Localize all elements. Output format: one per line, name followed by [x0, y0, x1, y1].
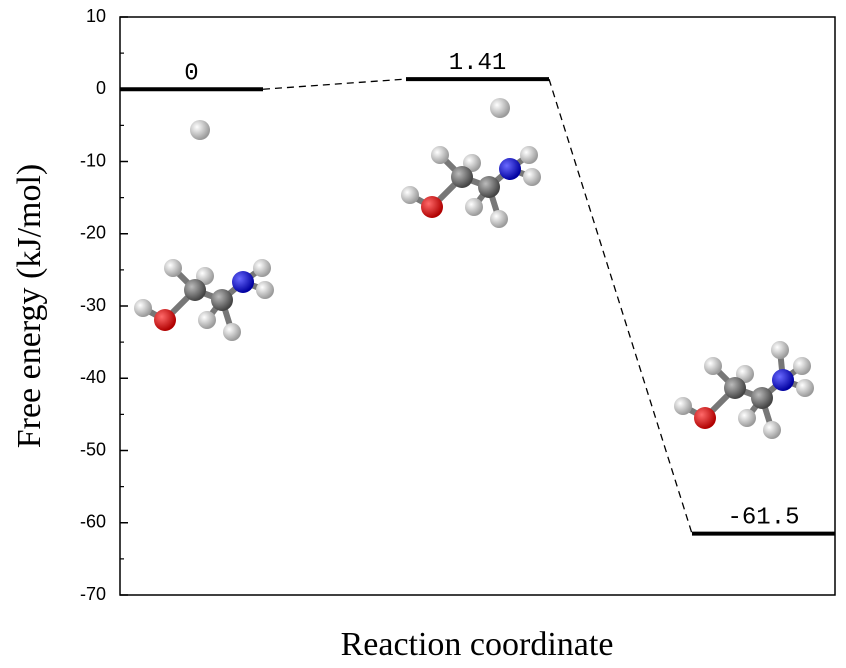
- y-tick-label: -60: [80, 512, 106, 532]
- y-tick-label: 0: [96, 78, 106, 98]
- y-tick-label: -20: [80, 223, 106, 243]
- y-tick-label: -70: [80, 584, 106, 604]
- value-label: 0: [184, 60, 198, 87]
- y-tick-label: -10: [80, 150, 106, 170]
- y-tick-label: -30: [80, 295, 106, 315]
- y-axis-label: Free energy (kJ/mol): [11, 164, 48, 449]
- molecule: [401, 98, 541, 228]
- value-label: 1.41: [449, 50, 507, 77]
- molecule: [674, 341, 814, 439]
- molecule: [134, 120, 274, 341]
- value-label: -61.5: [727, 505, 799, 532]
- y-tick-label: -40: [80, 367, 106, 387]
- connector: [262, 78, 407, 90]
- connector: [548, 78, 693, 534]
- y-tick-label: 10: [86, 6, 106, 26]
- x-axis-label: Reaction coordinate: [341, 626, 614, 663]
- y-tick-label: -50: [80, 439, 106, 459]
